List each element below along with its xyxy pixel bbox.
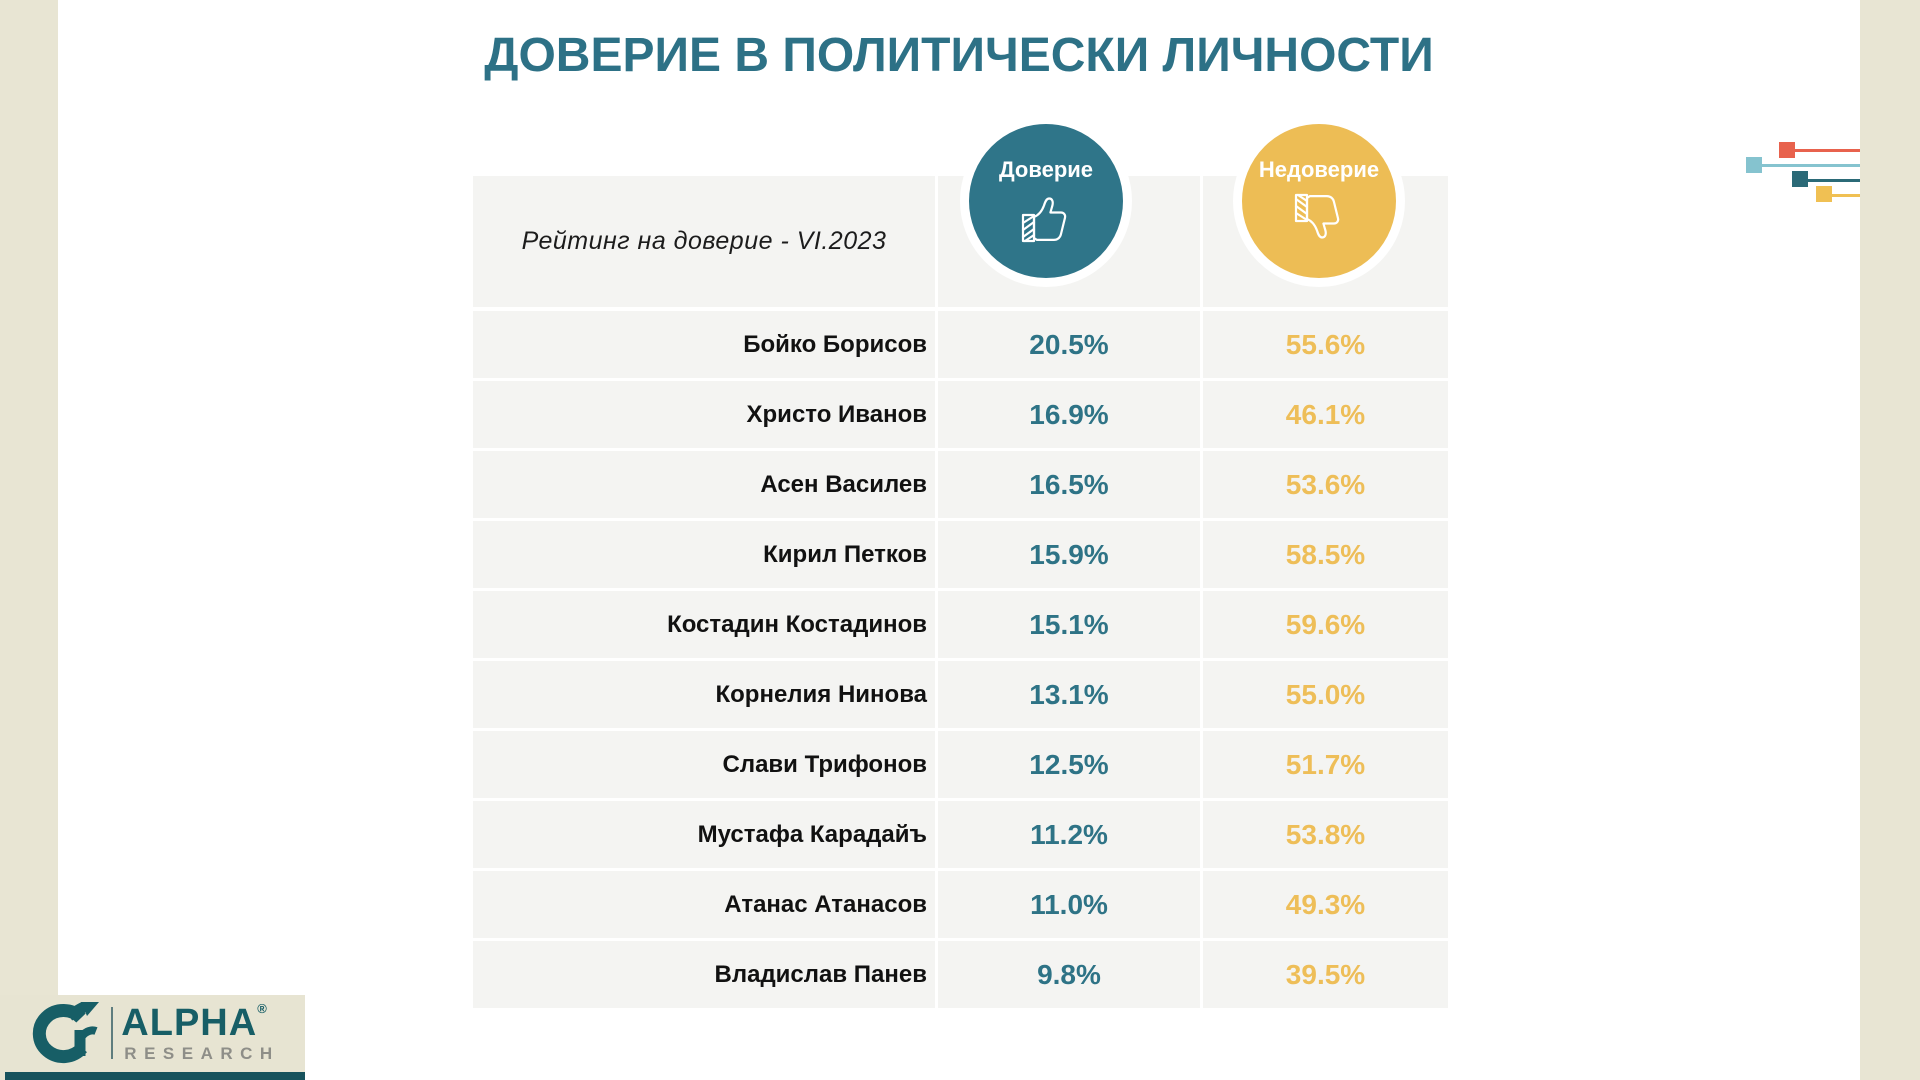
- page-title: ДОВЕРИЕ В ПОЛИТИЧЕСКИ ЛИЧНОСТИ: [484, 29, 1434, 82]
- logo-subbrand-text: RESEARCH: [124, 1043, 280, 1063]
- trust-value: 15.1%: [1029, 608, 1109, 640]
- table-row: Асен Василев 16.5% 53.6%: [473, 451, 1448, 518]
- person-name: Мустафа Карадайъ: [697, 820, 927, 848]
- trust-rating-table: Рейтинг на доверие - VI.2023 Бойко Борис…: [473, 176, 1448, 1011]
- logo-divider: [111, 1006, 114, 1059]
- trust-value: 15.9%: [1029, 538, 1109, 570]
- distrust-value-cell: 49.3%: [1203, 871, 1448, 938]
- table-row: Мустафа Карадайъ 11.2% 53.8%: [473, 801, 1448, 868]
- distrust-value: 58.5%: [1285, 538, 1366, 570]
- distrust-value-cell: 53.6%: [1203, 451, 1448, 518]
- decor-square-teal: [1792, 171, 1808, 187]
- person-name-cell: Костадин Костадинов: [473, 591, 935, 658]
- person-name-cell: Асен Василев: [473, 451, 935, 518]
- registered-trademark-symbol: ®: [257, 1000, 267, 1016]
- table-row: Костадин Костадинов 15.1% 59.6%: [473, 591, 1448, 658]
- trust-value-cell: 9.8%: [938, 941, 1200, 1008]
- distrust-value-cell: 53.8%: [1203, 801, 1448, 868]
- alpha-research-logo-glyph: [33, 1001, 100, 1063]
- rating-period-label: Рейтинг на доверие - VI.2023: [521, 227, 887, 255]
- person-name-cell: Кирил Петков: [473, 521, 935, 588]
- person-name: Атанас Атанасов: [724, 890, 927, 918]
- person-name-cell: Атанас Атанасов: [473, 871, 935, 938]
- distrust-value: 51.7%: [1285, 748, 1366, 780]
- decor-line-yellow: [1830, 194, 1860, 197]
- trust-value: 16.5%: [1029, 468, 1109, 500]
- table-row: Бойко Борисов 20.5% 55.6%: [473, 311, 1448, 378]
- distrust-value: 53.6%: [1285, 468, 1366, 500]
- distrust-value: 46.1%: [1285, 398, 1366, 430]
- rating-label-cell: Рейтинг на доверие - VI.2023: [473, 176, 935, 307]
- table-row: Христо Иванов 16.9% 46.1%: [473, 381, 1448, 448]
- decor-square-blue: [1746, 157, 1762, 173]
- distrust-value-cell: 46.1%: [1203, 381, 1448, 448]
- trust-value: 9.8%: [1037, 958, 1101, 990]
- distrust-value-cell: 55.0%: [1203, 661, 1448, 728]
- person-name: Корнелия Нинова: [715, 680, 927, 708]
- person-name: Асен Василев: [760, 470, 927, 498]
- decor-line-red: [1793, 149, 1860, 152]
- trust-value-cell: 20.5%: [938, 311, 1200, 378]
- trust-value: 13.1%: [1029, 678, 1109, 710]
- right-margin-strip: [1860, 0, 1920, 1080]
- thumbs-down-icon: [1294, 193, 1340, 239]
- table-row: Кирил Петков 15.9% 58.5%: [473, 521, 1448, 588]
- distrust-column-badge: Недоверие: [1233, 115, 1405, 287]
- trust-value: 12.5%: [1029, 748, 1109, 780]
- table-row: Владислав Панев 9.8% 39.5%: [473, 941, 1448, 1008]
- distrust-value-cell: 59.6%: [1203, 591, 1448, 658]
- trust-value: 11.2%: [1030, 818, 1108, 850]
- trust-value: 11.0%: [1030, 888, 1108, 920]
- distrust-value: 39.5%: [1285, 958, 1366, 990]
- distrust-value: 49.3%: [1285, 888, 1366, 920]
- person-name: Владислав Панев: [714, 960, 927, 988]
- trust-value-cell: 16.9%: [938, 381, 1200, 448]
- distrust-value-cell: 39.5%: [1203, 941, 1448, 1008]
- left-margin-strip: [0, 0, 58, 1080]
- trust-value: 16.9%: [1029, 398, 1109, 430]
- distrust-value-cell: 58.5%: [1203, 521, 1448, 588]
- person-name-cell: Слави Трифонов: [473, 731, 935, 798]
- person-name-cell: Бойко Борисов: [473, 311, 935, 378]
- alpha-research-logo: ALPHA ® RESEARCH: [0, 995, 305, 1080]
- person-name-cell: Корнелия Нинова: [473, 661, 935, 728]
- decor-square-red: [1779, 142, 1795, 158]
- trust-value-cell: 12.5%: [938, 731, 1200, 798]
- person-name: Костадин Костадинов: [667, 610, 927, 638]
- distrust-label: Недоверие: [1258, 157, 1380, 182]
- thumbs-up-icon: [1021, 197, 1067, 243]
- person-name-cell: Мустафа Карадайъ: [473, 801, 935, 868]
- logo-underline-strip: [5, 1072, 305, 1080]
- trust-value-cell: 15.9%: [938, 521, 1200, 588]
- distrust-value: 59.6%: [1285, 608, 1366, 640]
- trust-column-badge: Доверие: [960, 115, 1132, 287]
- table-body: Бойко Борисов 20.5% 55.6% Христо Иванов …: [473, 311, 1448, 1008]
- trust-value-cell: 11.0%: [938, 871, 1200, 938]
- trust-label: Доверие: [998, 157, 1094, 182]
- logo-brand-text: ALPHA: [121, 1001, 258, 1044]
- person-name: Христо Иванов: [746, 400, 927, 428]
- trust-value-cell: 16.5%: [938, 451, 1200, 518]
- distrust-value: 53.8%: [1285, 818, 1366, 850]
- trust-value: 20.5%: [1029, 328, 1109, 360]
- distrust-value-cell: 51.7%: [1203, 731, 1448, 798]
- decor-line-blue: [1760, 164, 1860, 167]
- distrust-value: 55.0%: [1285, 678, 1366, 710]
- person-name: Слави Трифонов: [722, 750, 927, 778]
- decor-square-yellow: [1816, 186, 1832, 202]
- person-name-cell: Христо Иванов: [473, 381, 935, 448]
- table-row: Атанас Атанасов 11.0% 49.3%: [473, 871, 1448, 938]
- table-row: Слави Трифонов 12.5% 51.7%: [473, 731, 1448, 798]
- table-row: Корнелия Нинова 13.1% 55.0%: [473, 661, 1448, 728]
- person-name-cell: Владислав Панев: [473, 941, 935, 1008]
- trust-value-cell: 15.1%: [938, 591, 1200, 658]
- trust-value-cell: 11.2%: [938, 801, 1200, 868]
- trust-value-cell: 13.1%: [938, 661, 1200, 728]
- person-name: Бойко Борисов: [743, 330, 927, 358]
- person-name: Кирил Петков: [763, 540, 927, 568]
- distrust-value: 55.6%: [1285, 328, 1366, 360]
- decor-line-teal: [1806, 179, 1860, 182]
- distrust-value-cell: 55.6%: [1203, 311, 1448, 378]
